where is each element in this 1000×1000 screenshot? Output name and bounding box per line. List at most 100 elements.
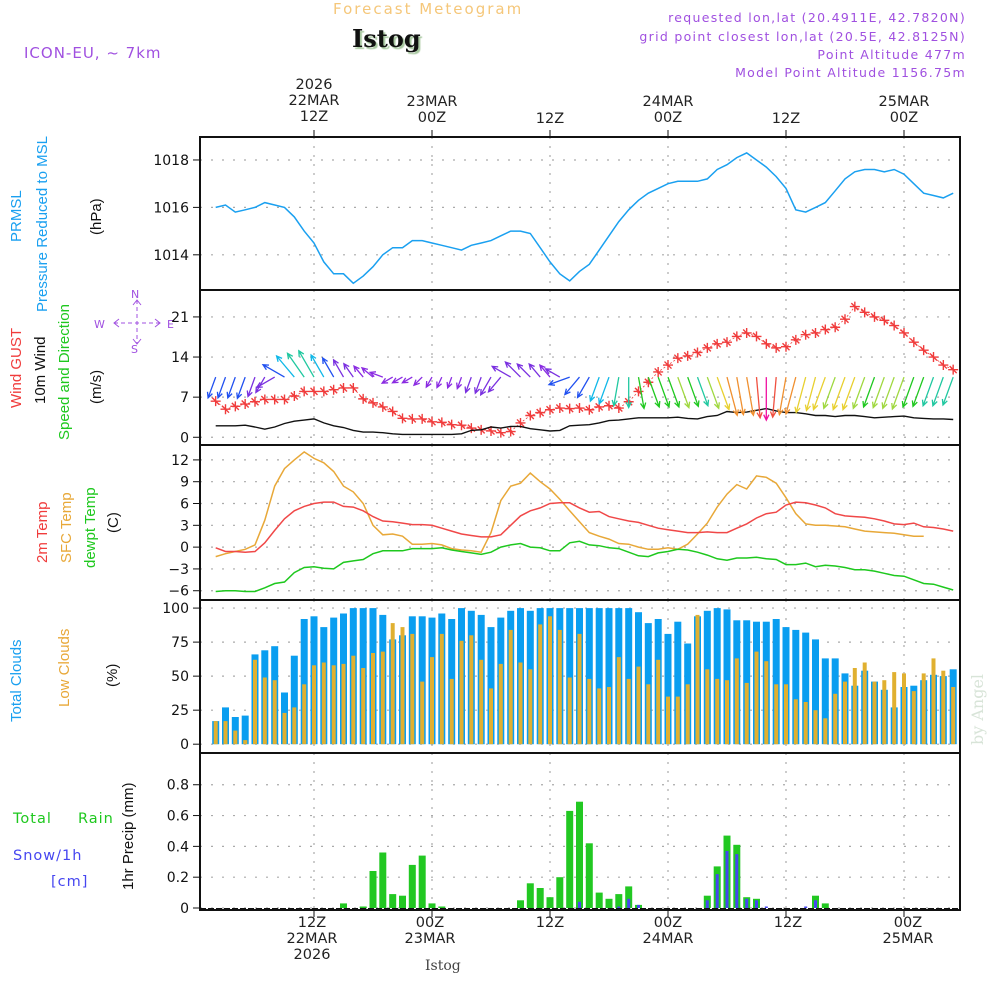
wind-direction-arrow xyxy=(736,376,746,417)
wind-gust-marker xyxy=(672,353,683,364)
wind-gust-marker xyxy=(692,347,703,358)
wind-direction-arrow xyxy=(862,376,876,409)
y-tick-label: 1018 xyxy=(153,153,189,169)
rain-bar xyxy=(625,886,633,908)
rain-bar xyxy=(340,903,347,908)
total-clouds-bar xyxy=(290,655,298,745)
snow-bar xyxy=(705,900,709,908)
wind-gust-marker xyxy=(545,404,555,415)
top-time-label: 23MAR 00Z xyxy=(406,94,458,126)
wind-gust-marker xyxy=(505,426,516,437)
wind-gust-marker xyxy=(584,404,595,415)
top-time-label: 25MAR 00Z xyxy=(878,94,930,126)
low-clouds-bar xyxy=(479,659,484,745)
wind-direction-arrow xyxy=(625,377,632,409)
y-tick-label: 0.4 xyxy=(167,839,189,855)
total-clouds-bar xyxy=(644,623,652,745)
wind-gust-marker xyxy=(790,334,801,345)
low-clouds-bar xyxy=(911,691,916,745)
panel-frame xyxy=(199,289,961,446)
low-clouds-bar xyxy=(400,627,405,745)
wind-direction-arrow xyxy=(794,376,807,414)
wind-direction-arrow xyxy=(755,377,763,420)
rain-bar xyxy=(566,810,574,908)
wind-direction-arrow xyxy=(941,376,954,407)
wind-gust-marker xyxy=(761,338,772,349)
rain-bar xyxy=(517,900,524,908)
wind-gust-marker xyxy=(731,331,742,342)
top-time-label: 24MAR 00Z xyxy=(642,94,694,126)
y-tick-label: 12 xyxy=(171,453,189,469)
bottom-time-label: 12Z xyxy=(773,915,803,931)
wind-gust-marker xyxy=(259,394,270,405)
wind-direction-arrow xyxy=(891,376,905,411)
low-clouds-bar xyxy=(577,633,582,745)
wind-direction-arrow xyxy=(852,376,866,410)
wind-direction-arrow xyxy=(206,376,217,400)
low-clouds-bar xyxy=(754,651,759,745)
wind-gust-marker xyxy=(574,403,585,414)
snow-bar xyxy=(715,874,719,908)
low-clouds-bar xyxy=(321,662,326,745)
rain-bar xyxy=(585,843,593,908)
low-clouds-bar xyxy=(312,665,316,745)
low-clouds-bar xyxy=(803,702,808,745)
low-clouds-bar xyxy=(813,710,818,745)
low-clouds-bar xyxy=(538,624,543,745)
y-tick-label: 0 xyxy=(180,737,189,753)
rain-bar xyxy=(615,894,623,908)
compass-west: W xyxy=(94,318,105,331)
bottom-time-label: 12Z 22MAR 2026 xyxy=(286,915,338,963)
total-clouds-bar xyxy=(802,632,810,745)
wind-gust-marker xyxy=(309,386,319,397)
rain-bar xyxy=(399,895,406,908)
wind-gust-marker xyxy=(407,413,418,424)
wind-gust-marker xyxy=(849,301,860,312)
snow-bar xyxy=(637,904,640,908)
y-tick-label: 50 xyxy=(171,669,189,685)
wind-direction-arrow xyxy=(528,362,541,378)
wind-direction-arrow xyxy=(446,376,453,390)
wind-gust-marker xyxy=(899,327,909,338)
wind-direction-arrow xyxy=(547,376,570,386)
wind-direction-arrow xyxy=(746,376,756,417)
wind-gust-marker xyxy=(918,345,929,356)
low-clouds-bar xyxy=(636,666,641,745)
wind-gust-marker xyxy=(810,327,821,338)
wind-direction-arrow xyxy=(921,376,935,408)
y-tick-label: 1014 xyxy=(153,248,189,264)
wind-direction-arrow xyxy=(353,364,364,378)
wind-direction-arrow xyxy=(246,376,256,398)
low-clouds-bar xyxy=(361,668,366,745)
wind-direction-arrow xyxy=(310,353,325,378)
wind-gust-marker xyxy=(318,386,329,397)
wind-direction-arrow xyxy=(436,376,443,389)
low-clouds-bar xyxy=(725,680,729,745)
rain-bar xyxy=(821,903,829,908)
low-clouds-bar xyxy=(695,614,700,745)
snow-bar xyxy=(745,898,749,908)
wind-gust-marker xyxy=(830,322,841,333)
y-tick-label: 0 xyxy=(180,901,189,917)
t2m-temp-line xyxy=(215,501,954,553)
low-clouds-bar xyxy=(656,659,661,745)
wind-direction-arrow xyxy=(456,376,463,391)
total-clouds-bar xyxy=(664,633,672,745)
low-clouds-bar xyxy=(489,688,493,745)
snow-bar xyxy=(627,898,631,908)
rain-bar xyxy=(526,883,534,908)
wind-gust-marker xyxy=(289,391,300,402)
wind-gust-marker xyxy=(377,401,388,412)
wind-direction-arrow xyxy=(687,376,700,408)
low-clouds-bar xyxy=(459,640,464,745)
snow-bar xyxy=(725,851,729,908)
low-clouds-bar xyxy=(833,693,838,745)
wind-gust-marker xyxy=(299,386,310,397)
total-clouds-bar xyxy=(487,627,495,745)
wind-gust-marker xyxy=(240,399,251,410)
low-clouds-bar xyxy=(626,678,631,745)
wind-gust-marker xyxy=(397,413,408,424)
wind-gust-marker xyxy=(495,427,506,438)
low-clouds-bar xyxy=(508,629,513,745)
wind-gust-marker xyxy=(722,337,732,348)
